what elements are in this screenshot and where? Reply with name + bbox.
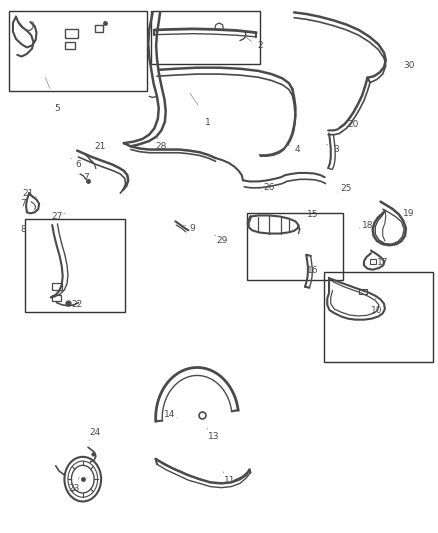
Text: 4: 4 <box>295 145 300 154</box>
Text: 8: 8 <box>21 225 26 234</box>
Text: 7: 7 <box>83 173 89 182</box>
Text: 20: 20 <box>348 119 359 128</box>
Text: 21: 21 <box>22 189 33 198</box>
Text: 11: 11 <box>224 476 236 484</box>
Text: 24: 24 <box>89 428 100 437</box>
Bar <box>25 219 125 312</box>
Text: 25: 25 <box>341 184 352 193</box>
Bar <box>52 283 62 290</box>
Text: 13: 13 <box>208 432 219 441</box>
Text: 18: 18 <box>362 221 373 230</box>
Text: 5: 5 <box>55 103 60 112</box>
Text: 14: 14 <box>164 410 176 419</box>
Text: 10: 10 <box>371 305 383 314</box>
Text: 28: 28 <box>155 142 167 151</box>
Text: 23: 23 <box>68 484 80 493</box>
Bar <box>359 289 367 294</box>
Text: 15: 15 <box>307 210 318 219</box>
Text: 3: 3 <box>333 145 339 154</box>
Bar <box>65 42 75 49</box>
Bar <box>95 25 103 31</box>
Text: 7: 7 <box>21 199 26 208</box>
Text: 21: 21 <box>95 142 106 151</box>
Text: 6: 6 <box>75 160 81 169</box>
Text: 29: 29 <box>217 237 228 246</box>
Text: 17: 17 <box>377 258 389 266</box>
Bar <box>324 272 433 362</box>
Text: 22: 22 <box>71 300 83 309</box>
Bar <box>52 295 61 301</box>
Bar <box>370 259 376 264</box>
Bar <box>65 29 78 38</box>
Bar <box>10 11 147 91</box>
Bar <box>151 11 261 64</box>
Bar <box>247 213 343 280</box>
Text: 16: 16 <box>307 266 318 275</box>
Text: 30: 30 <box>403 61 415 70</box>
Text: 2: 2 <box>258 42 263 51</box>
Text: 27: 27 <box>51 212 62 221</box>
Text: 9: 9 <box>189 224 195 233</box>
Text: 26: 26 <box>264 183 275 192</box>
Text: 19: 19 <box>403 209 415 218</box>
Text: 1: 1 <box>205 118 211 127</box>
